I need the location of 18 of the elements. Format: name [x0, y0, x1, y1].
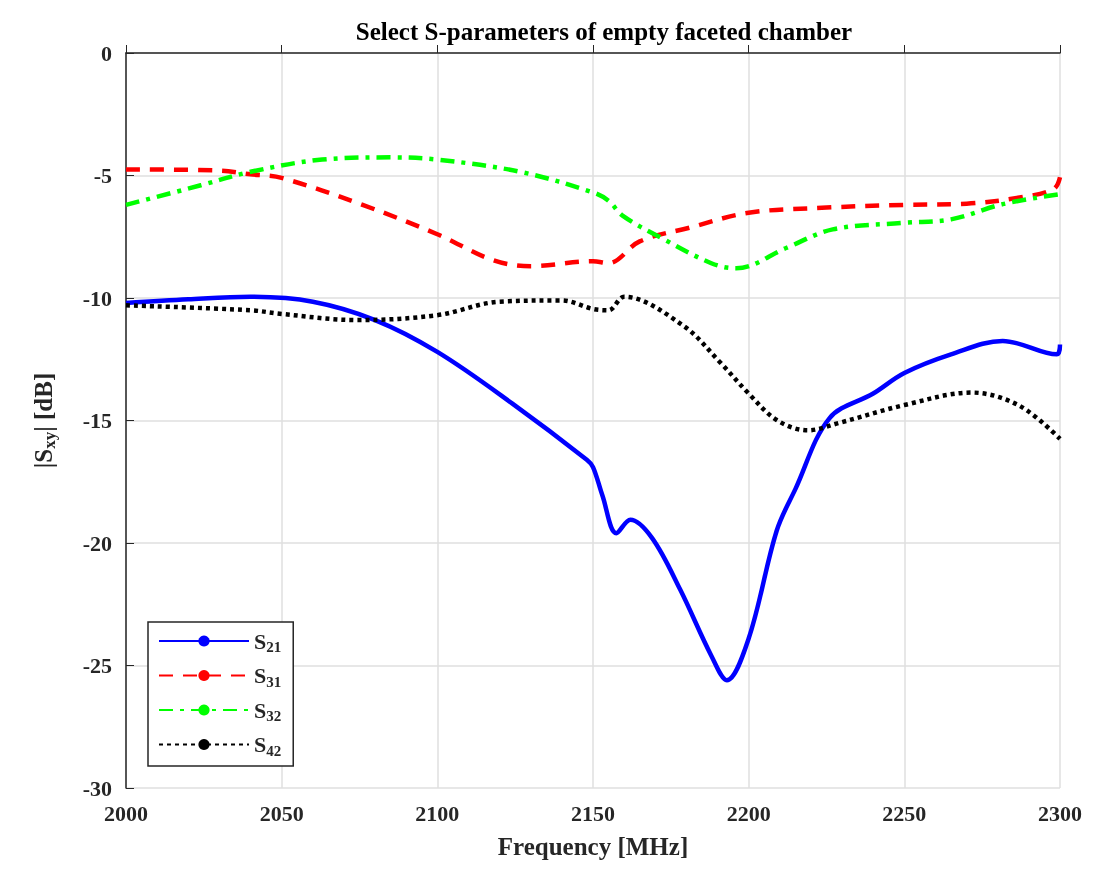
- y-tick-label: -20: [82, 530, 112, 556]
- chart-title: Select S-parameters of empty faceted chamber: [355, 18, 853, 45]
- x-axis-title: Frequency [MHz]: [497, 833, 689, 860]
- x-tick-label: 2150: [571, 800, 615, 826]
- x-tick-label: 2250: [882, 800, 927, 826]
- x-tick-label: 2300: [1038, 800, 1082, 826]
- y-tick-label: 0: [101, 40, 112, 66]
- x-tick-label: 2000: [104, 800, 148, 826]
- x-tick-label: 2050: [259, 800, 304, 826]
- y-tick-label: -15: [82, 408, 112, 433]
- y-tick-label: -10: [82, 285, 112, 311]
- x-tick-label: 2200: [726, 800, 771, 826]
- line-series: [123, 294, 1063, 442]
- x-tick-label: 2100: [415, 800, 460, 826]
- y-tick-label: -25: [82, 653, 112, 678]
- y-axis-title: |Sxy| [dB]: [30, 372, 59, 469]
- y-tick-label: -30: [82, 775, 112, 801]
- y-tick-label: -5: [93, 163, 112, 188]
